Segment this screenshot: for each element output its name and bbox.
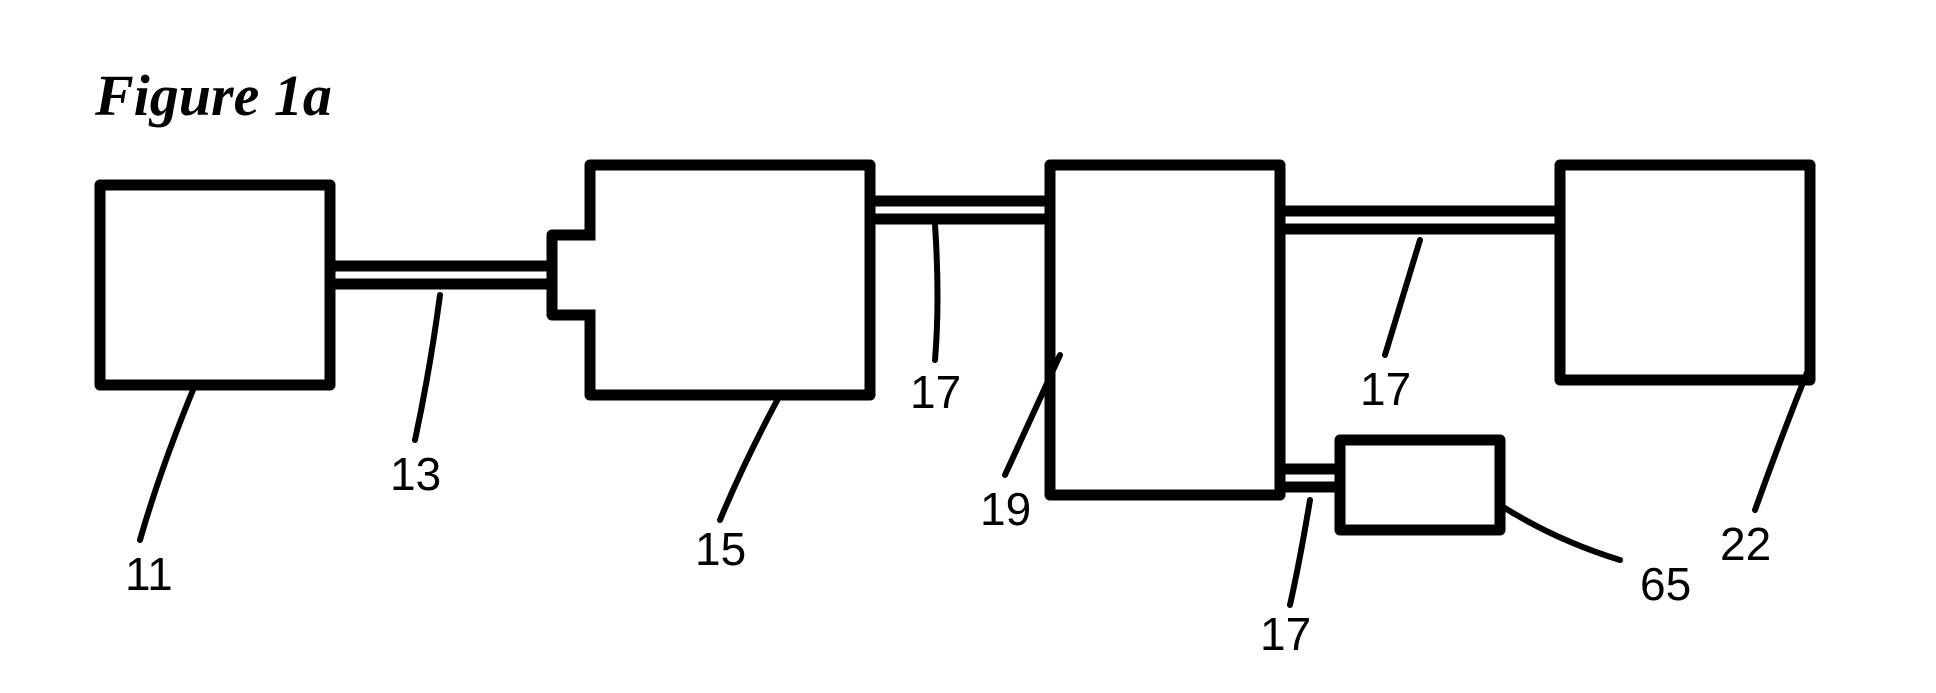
block-19 [1050,165,1280,495]
figure-1a-diagram: Figure 1a 11 13 15 17 19 17 22 17 65 [0,0,1936,693]
block-11 [100,185,330,385]
label-65: 65 [1640,558,1691,610]
figure-title: Figure 1a [94,63,332,128]
label-13: 13 [390,448,441,500]
connector-17-b [1280,211,1560,229]
leader-l65 [1500,505,1620,560]
leader-l17c [1290,500,1310,605]
leader-l15 [720,395,780,520]
leader-l11 [140,385,195,540]
connector-13 [330,266,552,284]
label-11: 11 [125,548,173,600]
block-65 [1340,440,1500,530]
label-15: 15 [695,523,746,575]
label-17-b: 17 [1360,363,1411,415]
block-15 [552,165,870,395]
leader-l13 [415,295,440,440]
block-22 [1560,165,1810,380]
connector-17-c [1280,469,1340,487]
label-17-c: 17 [1260,608,1311,660]
label-17-a: 17 [910,366,961,418]
leader-l17a [935,225,938,360]
label-19: 19 [980,483,1031,535]
connector-17-a [870,201,1050,219]
label-22: 22 [1720,518,1771,570]
leader-l22 [1755,365,1810,510]
leader-l17b [1385,240,1420,355]
